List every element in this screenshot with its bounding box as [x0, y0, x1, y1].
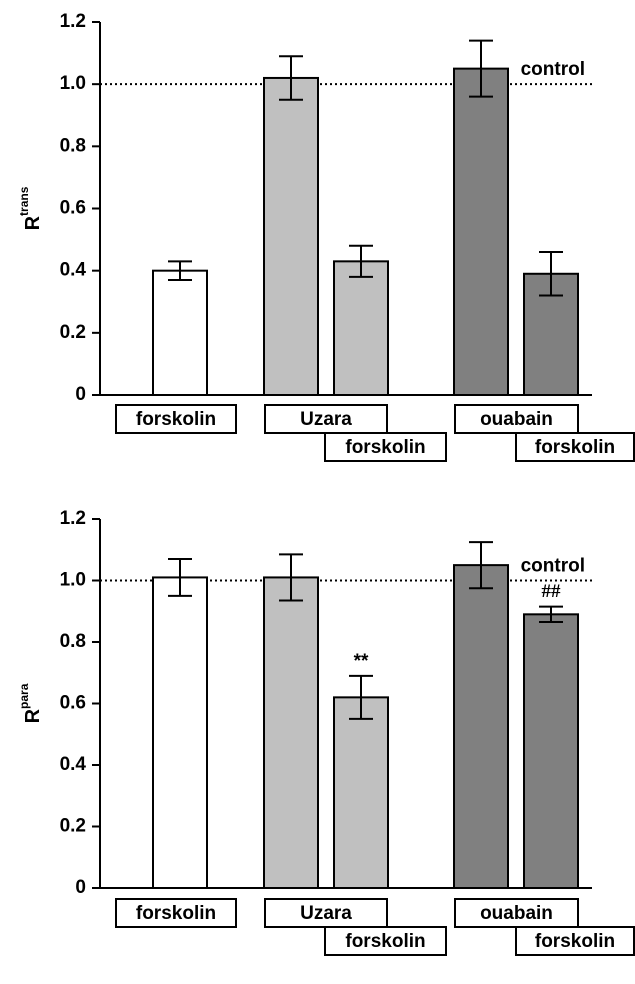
y-tick-label: 0 — [75, 384, 86, 405]
error-bar — [349, 244, 373, 278]
bar — [152, 576, 208, 889]
y-tick-label: 1.2 — [60, 11, 86, 32]
error-bar — [539, 605, 563, 624]
category-label: forskolin — [136, 409, 216, 430]
y-axis-label-sup: trans — [17, 186, 31, 216]
category-box — [515, 926, 635, 956]
reference-label: control — [521, 59, 585, 80]
category-label: Uzara — [300, 409, 352, 430]
y-axis-label: Rpara — [17, 683, 44, 723]
bar — [263, 76, 319, 396]
error-bar — [279, 55, 303, 101]
y-tick-label: 1.2 — [60, 508, 86, 529]
category-box — [324, 432, 447, 462]
category-box — [515, 432, 635, 462]
bar — [523, 613, 579, 889]
y-tick-label: 0 — [75, 877, 86, 898]
bar — [333, 696, 389, 889]
category-label: ouabain — [480, 409, 553, 430]
y-tick-label: 1.0 — [60, 73, 86, 94]
category-box — [324, 926, 447, 956]
category-label: forskolin — [345, 931, 425, 952]
error-bar — [469, 541, 493, 590]
significance-label: ## — [542, 581, 562, 602]
y-axis-label-main: R — [22, 708, 44, 723]
bar — [263, 576, 319, 889]
y-tick-label: 0.6 — [60, 693, 86, 714]
category-label: forskolin — [535, 931, 615, 952]
error-bar — [539, 251, 563, 297]
bar — [453, 564, 509, 889]
category-label: forskolin — [535, 437, 615, 458]
error-bar — [279, 553, 303, 602]
y-tick-label: 0.8 — [60, 631, 86, 652]
error-bar — [168, 557, 192, 597]
y-tick-label: 0.4 — [60, 260, 87, 281]
y-tick-label: 0.2 — [60, 816, 86, 837]
y-tick-label: 0.8 — [60, 135, 86, 156]
y-axis-label-main: R — [22, 215, 44, 230]
category-label: Uzara — [300, 903, 352, 924]
category-box — [264, 898, 388, 928]
y-axis-label-sup: para — [17, 683, 31, 709]
y-tick-label: 1.0 — [60, 570, 86, 591]
y-axis-label: Rtrans — [17, 186, 44, 230]
significance-label: ** — [354, 651, 369, 672]
category-label: forskolin — [136, 903, 216, 924]
error-bar — [469, 39, 493, 98]
category-box — [115, 404, 237, 434]
category-label: forskolin — [345, 437, 425, 458]
y-tick-label: 0.6 — [60, 198, 86, 219]
error-bar — [349, 674, 373, 720]
reference-label: control — [521, 556, 585, 577]
error-bar — [168, 260, 192, 281]
bar — [333, 260, 389, 397]
y-tick-label: 0.2 — [60, 322, 86, 343]
bar — [152, 269, 208, 396]
bar — [453, 67, 509, 396]
category-box — [115, 898, 237, 928]
category-label: ouabain — [480, 903, 553, 924]
category-box — [454, 898, 579, 928]
y-tick-label: 0.4 — [60, 754, 87, 775]
